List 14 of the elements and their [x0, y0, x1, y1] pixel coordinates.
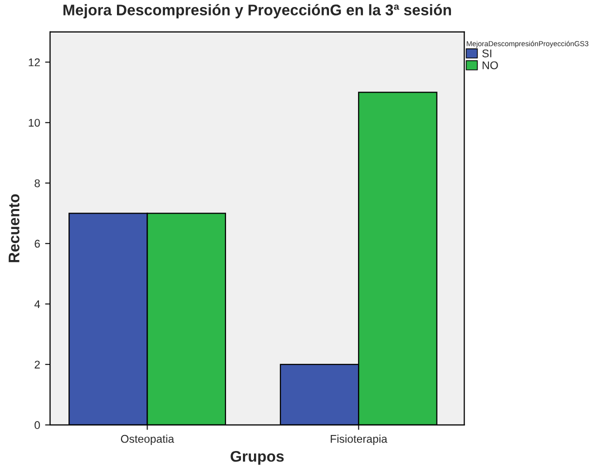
- y-tick-label: 6: [34, 240, 40, 248]
- x-axis-title: Grupos: [230, 450, 284, 465]
- y-tick-label: 12: [28, 58, 40, 66]
- y-axis-title: Recuento: [8, 194, 20, 262]
- legend-label: NO: [482, 61, 498, 70]
- legend-label: SI: [482, 49, 492, 58]
- x-tick-label: Fisioterapia: [330, 434, 388, 445]
- y-tick-label: 10: [28, 118, 40, 127]
- y-tick-label: 2: [34, 360, 40, 368]
- chart-title: Mejora Descompresión y ProyecciónG en la 3ª sesión: [63, 4, 451, 18]
- x-tick-label: Osteopatia: [120, 434, 174, 445]
- y-tick-label: 0: [34, 421, 40, 430]
- y-tick-label: 8: [34, 179, 40, 188]
- y-tick-label: 4: [34, 300, 40, 308]
